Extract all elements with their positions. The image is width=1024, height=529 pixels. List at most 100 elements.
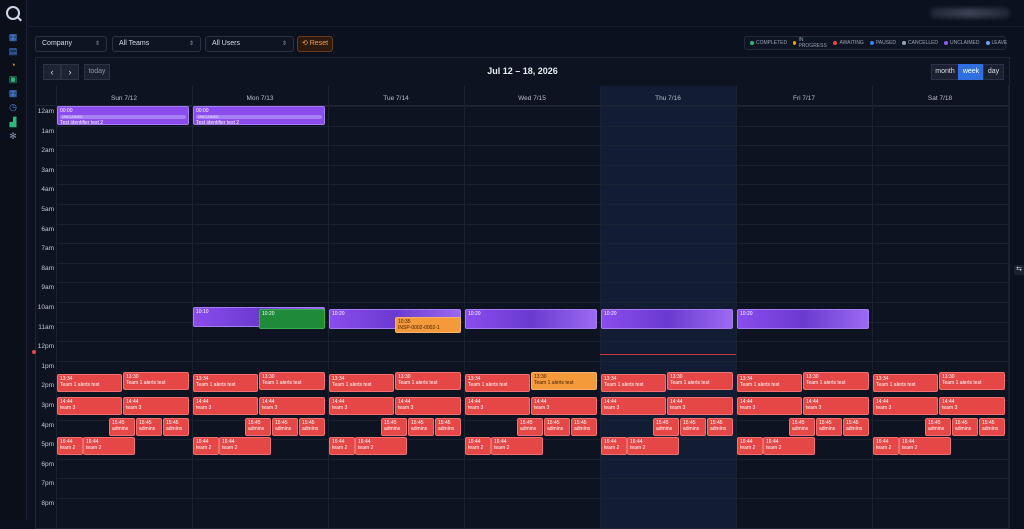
calendar-event[interactable]: 15:45 admins: [517, 418, 543, 436]
calendar-event[interactable]: 16:44 team 2: [899, 437, 951, 455]
calendar-event[interactable]: 15:45 admins: [408, 418, 434, 436]
calendar-event[interactable]: 13:30 Team 1 alerts test: [259, 372, 325, 390]
user-avatar[interactable]: [930, 8, 1010, 18]
calendar-event[interactable]: 16:44 team 2: [355, 437, 407, 455]
calendar-event[interactable]: 13:30 Team 1 alerts test: [939, 372, 1005, 390]
calendar-event[interactable]: 15:45 admins: [843, 418, 869, 436]
today-button[interactable]: today: [84, 64, 110, 80]
calendar-event[interactable]: 15:45 admins: [163, 418, 189, 436]
calendar-event[interactable]: 14:44 team 3: [939, 397, 1005, 415]
calendar-event[interactable]: 13:34 Team 1 alerts test: [737, 374, 802, 392]
calendar-event[interactable]: 14:44 team 3: [737, 397, 802, 415]
company-select[interactable]: Company ⇕: [35, 36, 107, 52]
calendar-event[interactable]: 15:45 admins: [571, 418, 597, 436]
calendar-event[interactable]: 16:44 team 2: [219, 437, 271, 455]
calendar-event[interactable]: 15:45 admins: [435, 418, 461, 436]
calendar-event[interactable]: 13:30 Team 1 alerts test: [395, 372, 461, 390]
calendar-event[interactable]: 14:44 team 3: [803, 397, 869, 415]
calendar-event[interactable]: 13:34 Team 1 alerts test: [465, 374, 530, 392]
calendar-event[interactable]: 15:45 admins: [816, 418, 842, 436]
bell-icon[interactable]: ◔: [10, 60, 16, 70]
event-time: 14:44: [876, 399, 889, 405]
view-week-button[interactable]: week: [958, 64, 984, 80]
calendar-event[interactable]: 15:45 admins: [680, 418, 706, 436]
column-divider: [872, 86, 873, 528]
calendar-event[interactable]: 15:45 admins: [925, 418, 951, 436]
calendar-event[interactable]: 00:00 UNCLAIMED Test identifier test 2: [193, 106, 325, 125]
calendar-event[interactable]: 13:34 Team 1 alerts test: [873, 374, 938, 392]
calendar-event[interactable]: 14:44 team 3: [123, 397, 189, 415]
calendar-event[interactable]: 16:44 team 2: [57, 437, 83, 455]
event-time: 16:44: [332, 439, 345, 445]
calendar-event[interactable]: 13:30 Team 1 alerts test: [531, 372, 597, 390]
calendar-event[interactable]: 16:44 team 2: [873, 437, 899, 455]
calendar-event[interactable]: 16:44 team 2: [83, 437, 135, 455]
calendar-event[interactable]: 16:44 team 2: [737, 437, 763, 455]
calendar-event[interactable]: 15:45 admins: [136, 418, 162, 436]
calendar-event[interactable]: 15:45 admins: [789, 418, 815, 436]
calendar-event[interactable]: 15:45 admins: [245, 418, 271, 436]
calendar-event[interactable]: 13:34 Team 1 alerts test: [329, 374, 394, 392]
calendar-event[interactable]: 14:44 team 3: [531, 397, 597, 415]
chart-icon[interactable]: ▟: [9, 117, 17, 127]
calendar-event[interactable]: 13:34 Team 1 alerts test: [193, 374, 258, 392]
calendar-alt-icon[interactable]: ▦: [8, 88, 18, 98]
calendar-event[interactable]: 10:20: [737, 309, 869, 329]
calendar-event[interactable]: 15:45 admins: [299, 418, 325, 436]
calendar-event[interactable]: 15:45 admins: [109, 418, 135, 436]
calendar-event[interactable]: 13:34 Team 1 alerts test: [601, 374, 666, 392]
event-time: 14:44: [534, 399, 547, 405]
next-week-button[interactable]: ›: [61, 64, 79, 80]
calendar-event[interactable]: 14:44 team 3: [193, 397, 258, 415]
calendar-event[interactable]: 13:30 Team 1 alerts test: [667, 372, 733, 390]
calendar-event[interactable]: 14:44 team 3: [667, 397, 733, 415]
calendar-event[interactable]: 16:44 team 2: [601, 437, 627, 455]
calendar-event[interactable]: 13:30 Team 1 alerts test: [123, 372, 189, 390]
gear-icon[interactable]: ✻: [9, 131, 17, 141]
calendar-event[interactable]: 10:20: [259, 309, 325, 329]
calendar-event[interactable]: 14:44 team 3: [465, 397, 530, 415]
calendar-event[interactable]: 16:44 team 2: [627, 437, 679, 455]
calendar-event[interactable]: 15:45 admins: [707, 418, 733, 436]
calendar-event[interactable]: 16:44 team 2: [329, 437, 355, 455]
calendar-event[interactable]: 16:44 team 2: [763, 437, 815, 455]
calendar-event[interactable]: 14:44 team 3: [329, 397, 394, 415]
calendar-event[interactable]: 14:44 team 3: [57, 397, 122, 415]
calendar-event[interactable]: 10:20: [601, 309, 733, 329]
hour-line: [56, 243, 1009, 245]
calendar-event[interactable]: 13:30 Team 1 alerts test: [803, 372, 869, 390]
event-time: 16:44: [86, 439, 99, 445]
users-select[interactable]: All Users ⇕: [205, 36, 294, 52]
calendar-event[interactable]: 14:44 team 3: [259, 397, 325, 415]
reset-button[interactable]: ⟲ Reset: [297, 36, 333, 52]
calendar-event[interactable]: 14:44 team 3: [601, 397, 666, 415]
chevron-updown-icon: ⇕: [94, 41, 100, 47]
calendar-event[interactable]: 15:45 admins: [979, 418, 1005, 436]
calendar-event[interactable]: 15:45 admins: [381, 418, 407, 436]
calendar-event[interactable]: 16:44 team 2: [491, 437, 543, 455]
calendar-icon[interactable]: ▦: [8, 32, 18, 42]
calendar-event[interactable]: 15:45 admins: [544, 418, 570, 436]
event-time: 15:45: [928, 420, 941, 426]
calendar-event[interactable]: 13:34 Team 1 alerts test: [57, 374, 122, 392]
collapse-handle[interactable]: ⇆: [1014, 265, 1024, 275]
teams-select[interactable]: All Teams ⇕: [112, 36, 201, 52]
calendar-event[interactable]: 14:44 team 3: [873, 397, 938, 415]
calendar-event[interactable]: 15:45 admins: [952, 418, 978, 436]
calendar-event[interactable]: 10:20: [465, 309, 597, 329]
prev-week-button[interactable]: ‹: [43, 64, 61, 80]
clock-icon[interactable]: ◷: [9, 102, 17, 112]
calendar-event[interactable]: 00:00 UNCLAIMED Test identifier test 2: [57, 106, 189, 125]
clipboard-icon[interactable]: ▣: [8, 74, 18, 84]
event-time: 10:10: [196, 309, 209, 315]
view-month-button[interactable]: month: [931, 64, 959, 80]
view-day-button[interactable]: day: [983, 64, 1004, 80]
calendar-event[interactable]: 16:44 team 2: [465, 437, 491, 455]
calendar-event[interactable]: 15:45 admins: [653, 418, 679, 436]
calendar-event[interactable]: 14:44 team 3: [395, 397, 461, 415]
event-time: 16:44: [604, 439, 617, 445]
calendar-event[interactable]: 10:35 INSP-0002-0002-1: [395, 317, 461, 333]
calendar-event[interactable]: 15:45 admins: [272, 418, 298, 436]
grid-icon[interactable]: ▤: [8, 46, 18, 56]
calendar-event[interactable]: 16:44 team 2: [193, 437, 219, 455]
